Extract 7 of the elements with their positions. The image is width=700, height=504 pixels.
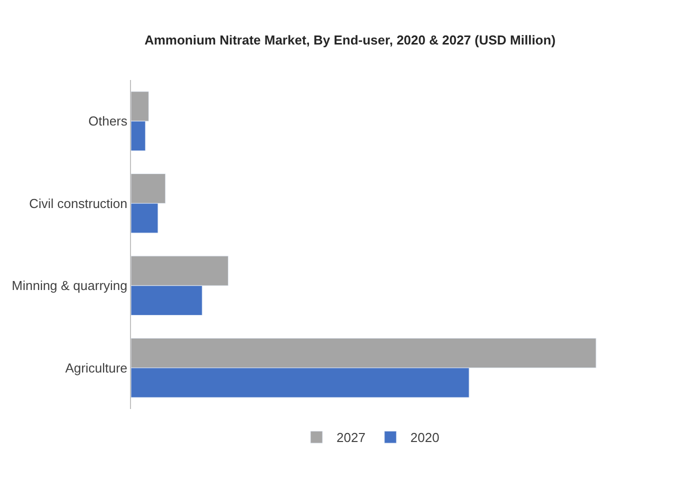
y-tick-label: Others (88, 114, 128, 129)
y-tick-label: Agriculture (65, 360, 128, 376)
legend-label: 2027 (336, 430, 366, 446)
y-tick-label: Minning & quarrying (12, 278, 128, 294)
legend-label: 2020 (410, 430, 440, 446)
y-tick-label: Civil construction (29, 196, 128, 211)
chart-title: Ammonium Nitrate Market, By End-user, 2020 & 2027 (USD Million) (144, 32, 556, 48)
